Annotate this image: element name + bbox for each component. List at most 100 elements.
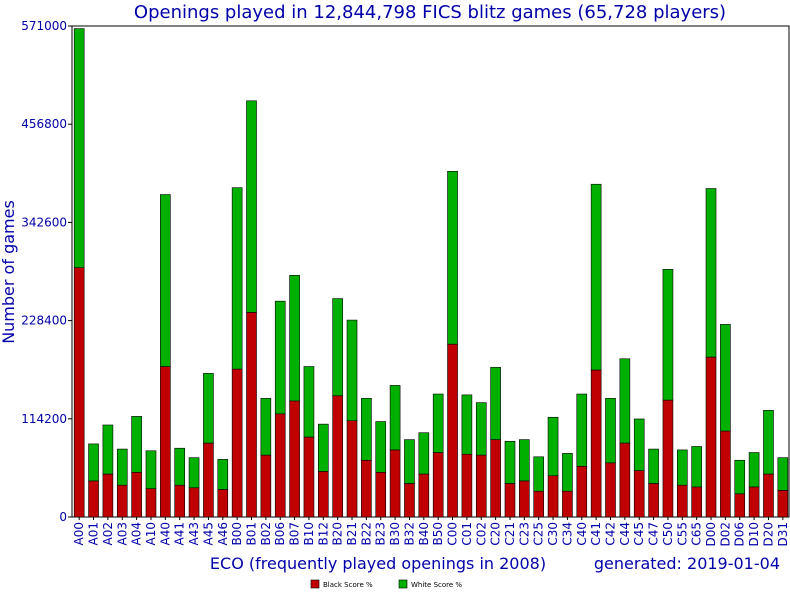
y-tick-label: 228400 [21, 314, 67, 328]
x-tick-label: B02 [259, 522, 273, 546]
x-tick-label: A40 [158, 522, 172, 545]
bar-segment-black-score [217, 489, 229, 518]
bar-segment-black-score [131, 471, 142, 518]
bar-segment-black-score [73, 267, 85, 518]
bar-segment-white-score [763, 410, 774, 475]
bar-segment-black-score [734, 493, 746, 518]
bar-segment-white-score [289, 275, 300, 402]
bar-segment-black-score [116, 484, 128, 518]
bar-segment-black-score [418, 473, 430, 518]
bar-segment-black-score [231, 368, 243, 518]
bar-segment-white-score [160, 194, 171, 367]
bar-segment-white-score [691, 446, 702, 488]
bar-segment-black-score [389, 449, 401, 518]
bar-segment-black-score [174, 484, 185, 518]
bar-segment-white-score [317, 423, 329, 472]
bar-segment-white-score [303, 366, 315, 438]
bar-segment-white-score [102, 424, 114, 475]
bar-segment-white-score [461, 394, 473, 455]
x-tick-label: C44 [618, 522, 632, 546]
x-tick-label: B00 [230, 522, 244, 546]
bar-segment-white-score [260, 398, 272, 456]
bar-segment-white-score [748, 452, 760, 488]
plot-frame [71, 25, 790, 518]
x-tick-label: D02 [718, 522, 732, 547]
bar-segment-white-score [116, 448, 128, 486]
bar-segment-white-score [73, 28, 85, 268]
bar-segment-white-score [590, 183, 602, 371]
bar-segment-white-score [346, 319, 358, 421]
bar-segment-black-score [260, 454, 272, 518]
x-tick-label: B40 [417, 522, 431, 546]
bar-segment-white-score [662, 269, 674, 401]
bar-segment-black-score [576, 465, 588, 518]
bar-segment-black-score [203, 442, 214, 518]
bar-segment-black-score [590, 369, 602, 518]
x-tick-label: A03 [115, 522, 129, 545]
x-tick-label: D06 [733, 522, 747, 547]
bar-segment-black-score [188, 487, 200, 518]
x-tick-label: C34 [560, 522, 574, 546]
bar-segment-black-score [447, 343, 458, 518]
bar-segment-white-score [519, 439, 530, 482]
y-axis-label: Number of games [0, 200, 18, 344]
bar-segment-black-score [777, 490, 789, 518]
x-tick-label: B01 [245, 522, 259, 546]
x-tick-label: B10 [302, 522, 316, 546]
bar-segment-black-score [346, 420, 358, 518]
bar-segment-black-score [404, 483, 415, 518]
x-tick-label: A01 [87, 522, 101, 545]
bar-segment-white-score [88, 443, 99, 482]
bar-segment-black-score [246, 312, 257, 518]
plot-area [71, 25, 790, 518]
generated-date: generated: 2019-01-04 [594, 554, 780, 573]
x-tick-label: C47 [647, 522, 661, 546]
bar-segment-black-score [648, 483, 659, 518]
bar-segment-black-score [490, 439, 501, 518]
x-tick-label: D20 [761, 522, 775, 547]
x-tick-label: B20 [331, 522, 345, 546]
bar-segment-black-score [145, 488, 157, 518]
bar-segment-black-score [519, 480, 530, 518]
legend-label: White Score % [411, 581, 462, 589]
bar-segment-white-score [734, 459, 746, 495]
bar-segment-white-score [648, 448, 659, 484]
bar-segment-black-score [705, 356, 717, 518]
x-tick-label: C55 [675, 522, 689, 546]
x-tick-label: C02 [474, 522, 488, 546]
x-tick-label: C45 [632, 522, 646, 546]
bar-segment-white-score [676, 449, 688, 486]
y-tick-label: 456800 [21, 117, 67, 131]
x-tick-label: C41 [589, 522, 603, 546]
chart-title: Openings played in 12,844,798 FICS blitz… [134, 2, 726, 23]
bar-segment-white-score [777, 457, 789, 491]
bar-segment-white-score [375, 421, 387, 473]
bars [73, 28, 789, 518]
bar-segment-white-score [188, 457, 200, 489]
bar-segment-white-score [432, 393, 444, 453]
bar-segment-white-score [231, 187, 243, 370]
x-tick-label: A04 [130, 522, 144, 545]
bar-segment-white-score [203, 373, 214, 444]
y-tick-label: 0 [59, 510, 67, 524]
x-tick-label: A10 [144, 522, 158, 545]
legend: Black Score % White Score % [310, 579, 462, 589]
bar-segment-black-score [691, 486, 702, 518]
bar-segment-black-score [332, 395, 343, 518]
x-tick-label: A43 [187, 522, 201, 545]
bar-segment-black-score [748, 486, 760, 518]
bar-segment-white-score [533, 456, 545, 492]
x-tick-label: C00 [446, 522, 460, 546]
x-tick-label: C21 [503, 522, 517, 546]
bar-segment-black-score [763, 473, 774, 518]
bar-segment-black-score [533, 490, 545, 518]
y-tick-label: 571000 [21, 19, 67, 33]
x-tick-label: C25 [532, 522, 546, 546]
bar-segment-white-score [174, 447, 185, 486]
bar-segment-white-score [705, 188, 717, 358]
x-tick-label: D31 [776, 522, 790, 547]
bar-segment-white-score [145, 450, 157, 489]
x-axis: A00 A01 A02 A03 A04 A10 A40 A41 A43 A45 A46 B00 B01 B… [72, 517, 790, 547]
bar-segment-white-score [605, 398, 616, 464]
